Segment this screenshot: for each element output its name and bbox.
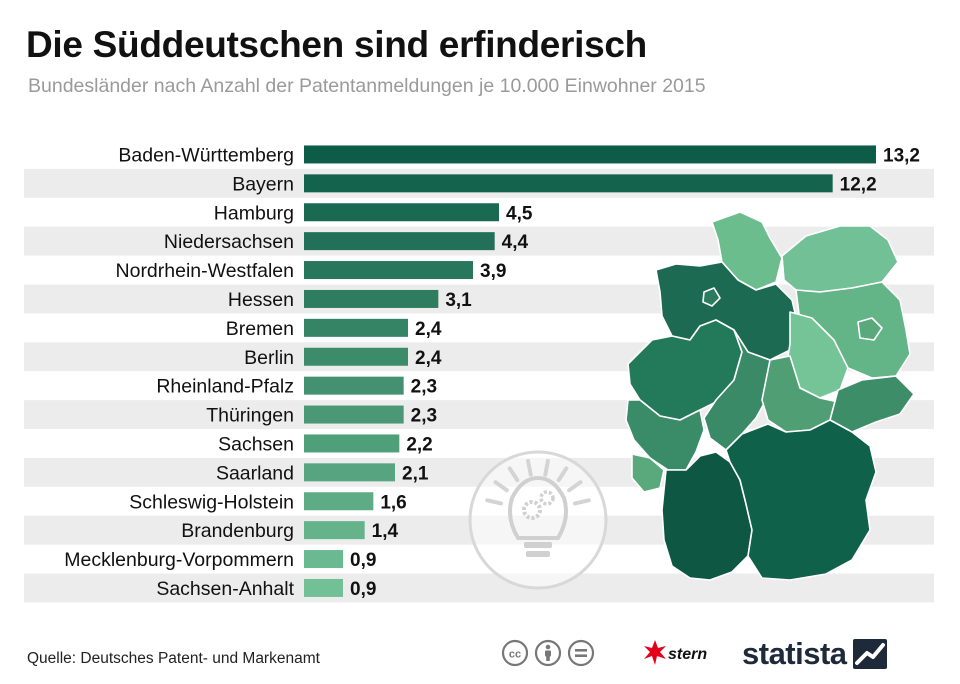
value-labels: 13,212,24,54,43,93,12,42,42,32,32,22,11,…: [350, 145, 920, 600]
category-label: Bayern: [232, 173, 294, 195]
bar: [304, 578, 343, 597]
bar: [304, 376, 404, 395]
stern-logo: stern: [644, 640, 707, 665]
category-label: Nordrhein-Westfalen: [116, 260, 294, 282]
bar: [304, 550, 343, 569]
category-label: Hessen: [228, 289, 294, 311]
category-label: Sachsen: [218, 433, 294, 455]
value-label: 3,1: [445, 290, 472, 311]
statista-label: statista: [742, 636, 847, 671]
value-label: 0,9: [350, 579, 376, 600]
value-label: 1,6: [380, 492, 406, 513]
chart-title: Die Süddeutschen sind erfinderisch: [26, 24, 647, 65]
chart-subtitle: Bundesländer nach Anzahl der Patentanmel…: [28, 75, 706, 97]
map-state-rp: [625, 399, 705, 471]
bar: [304, 463, 395, 482]
bar: [304, 347, 408, 366]
category-label: Schleswig-Holstein: [129, 491, 294, 513]
category-label: Niedersachsen: [164, 231, 294, 253]
stern-star-icon: [644, 640, 666, 665]
map-state-sh: [711, 211, 783, 291]
map-state-be: [857, 317, 883, 341]
value-label: 2,4: [415, 348, 442, 369]
germany-map: [625, 211, 915, 581]
value-label: 3,9: [480, 261, 506, 282]
bar: [304, 492, 374, 511]
map-state-sl: [631, 453, 665, 493]
bar: [304, 521, 365, 540]
bar: [304, 174, 833, 193]
bar: [304, 434, 400, 453]
value-label: 12,2: [840, 174, 877, 195]
statista-icon: [852, 639, 887, 669]
value-label: 0,9: [350, 550, 376, 571]
bar: [304, 145, 876, 164]
bar: [304, 289, 439, 308]
license-icons: cc: [501, 639, 595, 667]
value-label: 4,5: [506, 203, 533, 224]
cc-icon: cc: [501, 639, 529, 667]
lightbulb-gear-icon: [468, 450, 608, 590]
attribution-icon: [534, 639, 562, 667]
source-note: Quelle: Deutsches Patent- und Markenamt: [27, 650, 320, 667]
category-label: Mecklenburg-Vorpommern: [64, 549, 294, 571]
category-labels: Baden-Württemberg Bayern Hamburg Niedersach…: [64, 144, 294, 600]
bar: [304, 203, 499, 222]
value-label: 2,2: [406, 434, 432, 455]
category-label: Sachsen-Anhalt: [156, 578, 294, 600]
bar: [304, 261, 473, 280]
statista-logo: statista: [742, 636, 887, 672]
stern-label: stern: [668, 646, 707, 663]
bars: [304, 145, 876, 597]
category-label: Brandenburg: [181, 520, 294, 542]
no-derivatives-icon: [567, 639, 595, 667]
value-label: 2,1: [402, 463, 429, 484]
bar: [304, 405, 404, 424]
category-label: Berlin: [244, 347, 294, 369]
value-label: 4,4: [502, 232, 529, 253]
bar: [304, 318, 408, 337]
category-label: Baden-Württemberg: [118, 144, 294, 166]
value-label: 2,3: [411, 377, 437, 398]
svg-text:cc: cc: [509, 649, 521, 661]
category-label: Saarland: [216, 462, 294, 484]
value-label: 2,4: [415, 319, 442, 340]
value-label: 1,4: [372, 521, 399, 542]
map-state-hb: [702, 287, 721, 307]
bar: [304, 232, 495, 251]
category-label: Rheinland-Pfalz: [156, 376, 294, 398]
map-state-mv: [781, 225, 899, 293]
map-state-by: [725, 419, 877, 581]
category-label: Thüringen: [206, 405, 294, 427]
category-label: Hamburg: [214, 202, 294, 224]
category-label: Bremen: [226, 318, 294, 340]
value-label: 13,2: [883, 145, 920, 166]
value-label: 2,3: [411, 406, 437, 427]
